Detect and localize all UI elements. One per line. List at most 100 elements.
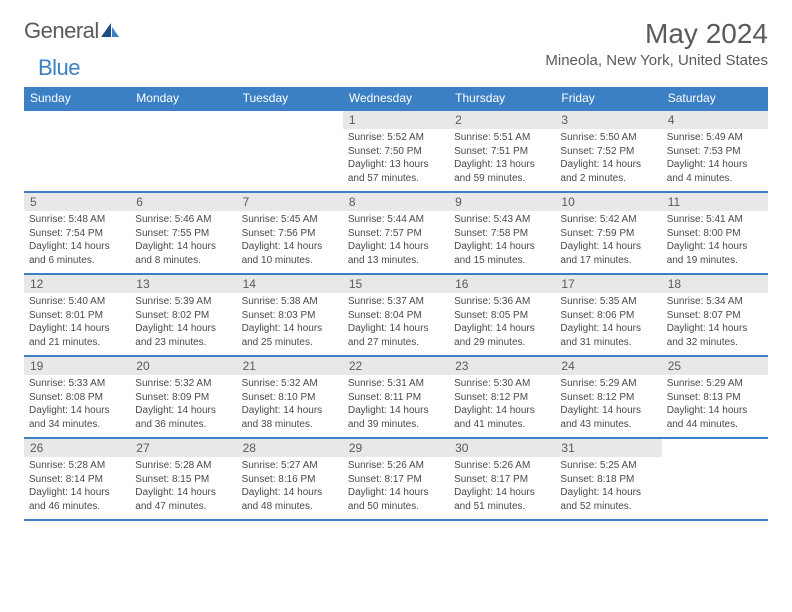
- day-cell: 26Sunrise: 5:28 AMSunset: 8:14 PMDayligh…: [24, 438, 130, 520]
- day-body: Sunrise: 5:26 AMSunset: 8:17 PMDaylight:…: [343, 457, 449, 519]
- daylight-text: Daylight: 14 hours and 34 minutes.: [29, 404, 125, 431]
- week-row: 19Sunrise: 5:33 AMSunset: 8:08 PMDayligh…: [24, 356, 768, 438]
- day-body: Sunrise: 5:28 AMSunset: 8:14 PMDaylight:…: [24, 457, 130, 519]
- day-number: 12: [24, 275, 130, 293]
- weekday-header: Thursday: [449, 87, 555, 110]
- day-cell: 10Sunrise: 5:42 AMSunset: 7:59 PMDayligh…: [555, 192, 661, 274]
- daylight-text: Daylight: 14 hours and 17 minutes.: [560, 240, 656, 267]
- day-cell: 9Sunrise: 5:43 AMSunset: 7:58 PMDaylight…: [449, 192, 555, 274]
- sunset-text: Sunset: 8:14 PM: [29, 473, 125, 487]
- day-number: 11: [662, 193, 768, 211]
- sunrise-text: Sunrise: 5:30 AM: [454, 377, 550, 391]
- day-body: Sunrise: 5:46 AMSunset: 7:55 PMDaylight:…: [130, 211, 236, 273]
- daylight-text: Daylight: 14 hours and 27 minutes.: [348, 322, 444, 349]
- day-body: Sunrise: 5:51 AMSunset: 7:51 PMDaylight:…: [449, 129, 555, 191]
- day-cell: 16Sunrise: 5:36 AMSunset: 8:05 PMDayligh…: [449, 274, 555, 356]
- sunrise-text: Sunrise: 5:35 AM: [560, 295, 656, 309]
- day-number: 15: [343, 275, 449, 293]
- daylight-text: Daylight: 14 hours and 6 minutes.: [29, 240, 125, 267]
- sunrise-text: Sunrise: 5:44 AM: [348, 213, 444, 227]
- day-cell: 25Sunrise: 5:29 AMSunset: 8:13 PMDayligh…: [662, 356, 768, 438]
- day-number: 27: [130, 439, 236, 457]
- sunset-text: Sunset: 7:51 PM: [454, 145, 550, 159]
- sunrise-text: Sunrise: 5:26 AM: [454, 459, 550, 473]
- sunset-text: Sunset: 7:50 PM: [348, 145, 444, 159]
- day-body: Sunrise: 5:29 AMSunset: 8:12 PMDaylight:…: [555, 375, 661, 437]
- day-cell: 20Sunrise: 5:32 AMSunset: 8:09 PMDayligh…: [130, 356, 236, 438]
- day-cell: 11Sunrise: 5:41 AMSunset: 8:00 PMDayligh…: [662, 192, 768, 274]
- sunset-text: Sunset: 8:16 PM: [242, 473, 338, 487]
- sunrise-text: Sunrise: 5:43 AM: [454, 213, 550, 227]
- sunrise-text: Sunrise: 5:31 AM: [348, 377, 444, 391]
- day-body: Sunrise: 5:42 AMSunset: 7:59 PMDaylight:…: [555, 211, 661, 273]
- day-cell: 17Sunrise: 5:35 AMSunset: 8:06 PMDayligh…: [555, 274, 661, 356]
- day-cell: 31Sunrise: 5:25 AMSunset: 8:18 PMDayligh…: [555, 438, 661, 520]
- day-cell: 21Sunrise: 5:32 AMSunset: 8:10 PMDayligh…: [237, 356, 343, 438]
- sunrise-text: Sunrise: 5:25 AM: [560, 459, 656, 473]
- sunset-text: Sunset: 7:55 PM: [135, 227, 231, 241]
- sunrise-text: Sunrise: 5:52 AM: [348, 131, 444, 145]
- day-number: 13: [130, 275, 236, 293]
- logo-text-blue: Blue: [38, 55, 80, 81]
- sunrise-text: Sunrise: 5:49 AM: [667, 131, 763, 145]
- day-number: 23: [449, 357, 555, 375]
- day-number: [237, 111, 343, 129]
- day-cell: [237, 110, 343, 192]
- day-cell: 24Sunrise: 5:29 AMSunset: 8:12 PMDayligh…: [555, 356, 661, 438]
- day-cell: 29Sunrise: 5:26 AMSunset: 8:17 PMDayligh…: [343, 438, 449, 520]
- daylight-text: Daylight: 14 hours and 52 minutes.: [560, 486, 656, 513]
- sunset-text: Sunset: 8:07 PM: [667, 309, 763, 323]
- daylight-text: Daylight: 14 hours and 4 minutes.: [667, 158, 763, 185]
- sunset-text: Sunset: 8:01 PM: [29, 309, 125, 323]
- logo-text-general: General: [24, 18, 99, 44]
- daylight-text: Daylight: 14 hours and 44 minutes.: [667, 404, 763, 431]
- day-number: 25: [662, 357, 768, 375]
- sunrise-text: Sunrise: 5:29 AM: [560, 377, 656, 391]
- day-body: Sunrise: 5:25 AMSunset: 8:18 PMDaylight:…: [555, 457, 661, 519]
- sunset-text: Sunset: 8:05 PM: [454, 309, 550, 323]
- sunrise-text: Sunrise: 5:45 AM: [242, 213, 338, 227]
- sunset-text: Sunset: 8:06 PM: [560, 309, 656, 323]
- sunset-text: Sunset: 8:17 PM: [348, 473, 444, 487]
- daylight-text: Daylight: 14 hours and 43 minutes.: [560, 404, 656, 431]
- daylight-text: Daylight: 14 hours and 51 minutes.: [454, 486, 550, 513]
- sunrise-text: Sunrise: 5:26 AM: [348, 459, 444, 473]
- day-cell: 7Sunrise: 5:45 AMSunset: 7:56 PMDaylight…: [237, 192, 343, 274]
- day-number: 1: [343, 111, 449, 129]
- day-cell: 30Sunrise: 5:26 AMSunset: 8:17 PMDayligh…: [449, 438, 555, 520]
- sunset-text: Sunset: 7:57 PM: [348, 227, 444, 241]
- day-body: Sunrise: 5:39 AMSunset: 8:02 PMDaylight:…: [130, 293, 236, 355]
- week-row: 26Sunrise: 5:28 AMSunset: 8:14 PMDayligh…: [24, 438, 768, 520]
- week-row: 1Sunrise: 5:52 AMSunset: 7:50 PMDaylight…: [24, 110, 768, 192]
- day-cell: 4Sunrise: 5:49 AMSunset: 7:53 PMDaylight…: [662, 110, 768, 192]
- sunrise-text: Sunrise: 5:40 AM: [29, 295, 125, 309]
- daylight-text: Daylight: 14 hours and 15 minutes.: [454, 240, 550, 267]
- day-body: Sunrise: 5:26 AMSunset: 8:17 PMDaylight:…: [449, 457, 555, 519]
- day-number: 14: [237, 275, 343, 293]
- sunrise-text: Sunrise: 5:50 AM: [560, 131, 656, 145]
- day-body: Sunrise: 5:31 AMSunset: 8:11 PMDaylight:…: [343, 375, 449, 437]
- day-cell: 1 Sunrise: 5:52 AMSunset: 7:50 PMDaylight…: [343, 110, 449, 192]
- sunrise-text: Sunrise: 5:48 AM: [29, 213, 125, 227]
- day-number: 18: [662, 275, 768, 293]
- day-body: Sunrise: 5:33 AMSunset: 8:08 PMDaylight:…: [24, 375, 130, 437]
- day-body: Sunrise: 5:38 AMSunset: 8:03 PMDaylight:…: [237, 293, 343, 355]
- daylight-text: Daylight: 14 hours and 29 minutes.: [454, 322, 550, 349]
- sunrise-text: Sunrise: 5:34 AM: [667, 295, 763, 309]
- weekday-header: Tuesday: [237, 87, 343, 110]
- sunrise-text: Sunrise: 5:42 AM: [560, 213, 656, 227]
- sunset-text: Sunset: 8:15 PM: [135, 473, 231, 487]
- day-number: [24, 111, 130, 129]
- sunrise-text: Sunrise: 5:28 AM: [135, 459, 231, 473]
- day-number: 17: [555, 275, 661, 293]
- daylight-text: Daylight: 13 hours and 57 minutes.: [348, 158, 444, 185]
- day-body: Sunrise: 5:30 AMSunset: 8:12 PMDaylight:…: [449, 375, 555, 437]
- sunrise-text: Sunrise: 5:28 AM: [29, 459, 125, 473]
- daylight-text: Daylight: 14 hours and 41 minutes.: [454, 404, 550, 431]
- day-cell: 15Sunrise: 5:37 AMSunset: 8:04 PMDayligh…: [343, 274, 449, 356]
- weekday-header: Saturday: [662, 87, 768, 110]
- daylight-text: Daylight: 14 hours and 39 minutes.: [348, 404, 444, 431]
- day-cell: 19Sunrise: 5:33 AMSunset: 8:08 PMDayligh…: [24, 356, 130, 438]
- day-body: Sunrise: 5:27 AMSunset: 8:16 PMDaylight:…: [237, 457, 343, 519]
- day-number: [662, 439, 768, 457]
